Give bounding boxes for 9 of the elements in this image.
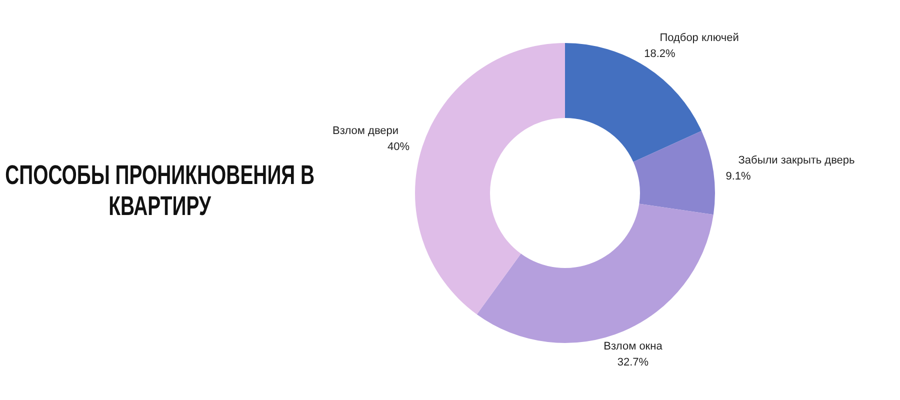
data-label: 9.1% bbox=[726, 170, 752, 182]
data-label: 32.7% bbox=[617, 356, 649, 368]
slice-label: Взлом окна bbox=[604, 340, 664, 352]
slice-label: Подбор ключей bbox=[660, 32, 739, 44]
text: СПОСОБЫ ПРОНИКНОВЕНИЯ В КВАРТИРУ bbox=[4, 160, 316, 222]
slice-label: Взлом двери bbox=[332, 124, 399, 137]
data-label: 18.2% bbox=[644, 48, 676, 60]
slice-label: Забыли закрыть дверь bbox=[738, 154, 856, 166]
data-label: 40% bbox=[388, 140, 410, 153]
